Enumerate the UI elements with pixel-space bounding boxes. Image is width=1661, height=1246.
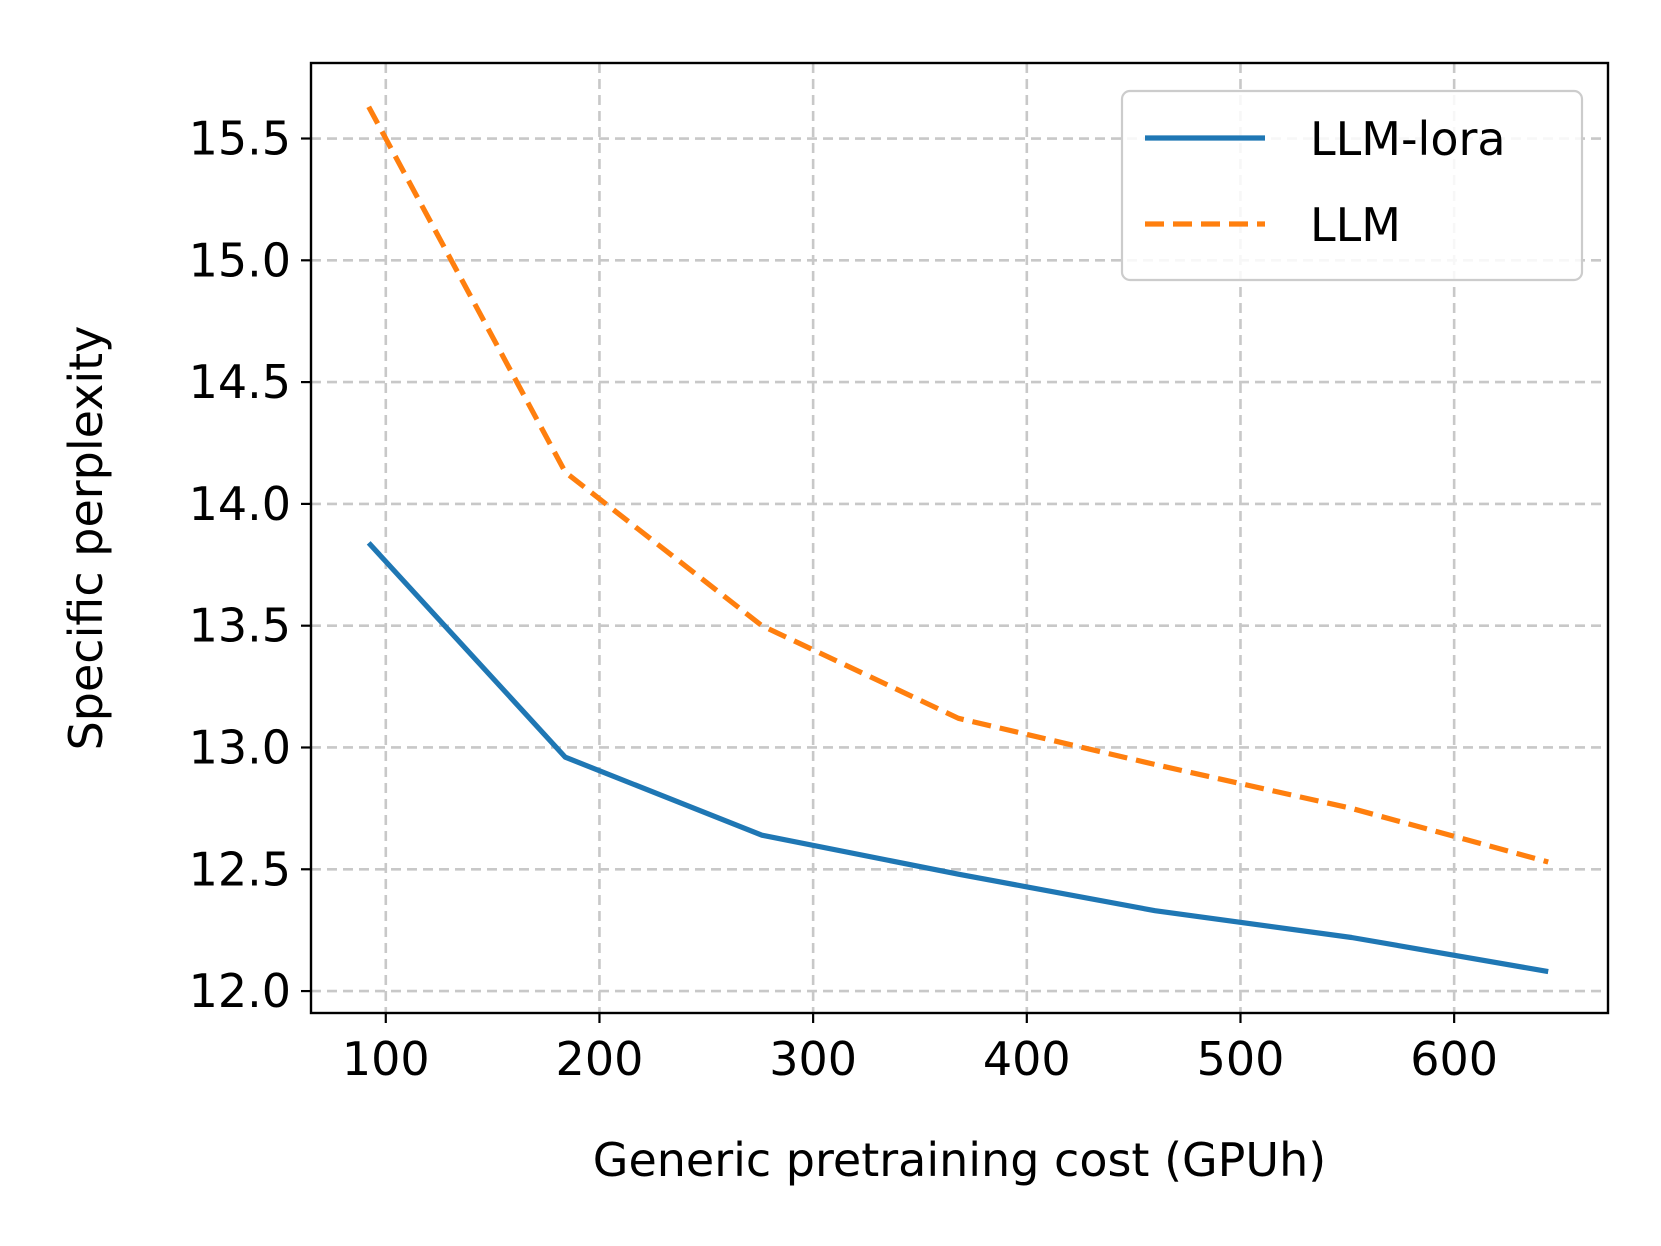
x-tick-label: 500 [1197, 1032, 1285, 1086]
x-tick-label: 300 [769, 1032, 857, 1086]
plot-frame [309, 61, 1610, 1015]
axis-ticks: 100 200 300 400 500 600 12.0 12.5 13.0 13.5 14.0 14… [189, 112, 1498, 1086]
x-tick-label: 400 [983, 1032, 1071, 1086]
x-tick-label: 600 [1410, 1032, 1498, 1086]
y-tick-label: 14.0 [189, 477, 291, 531]
legend-label: LLM [1310, 198, 1401, 252]
y-tick-label: 13.0 [189, 720, 291, 774]
y-tick-label: 13.5 [189, 599, 291, 653]
series-lines [366, 105, 1549, 975]
y-tick-label: 12.0 [189, 964, 291, 1018]
y-tick-label: 14.5 [189, 355, 291, 409]
legend: LLM-lora LLM [1120, 89, 1584, 282]
series-line-llm [366, 105, 1549, 865]
series-line-llm-lora [366, 541, 1549, 975]
x-tick-label: 100 [342, 1032, 430, 1086]
y-axis-title: Specific perplexity [59, 326, 113, 751]
legend-label: LLM-lora [1310, 112, 1506, 166]
y-tick-label: 15.0 [189, 233, 291, 287]
y-tick-label: 15.5 [189, 112, 291, 166]
x-axis-title: Generic pretraining cost (GPUh) [593, 1133, 1326, 1187]
x-tick-label: 200 [556, 1032, 644, 1086]
y-tick-label: 12.5 [189, 842, 291, 896]
